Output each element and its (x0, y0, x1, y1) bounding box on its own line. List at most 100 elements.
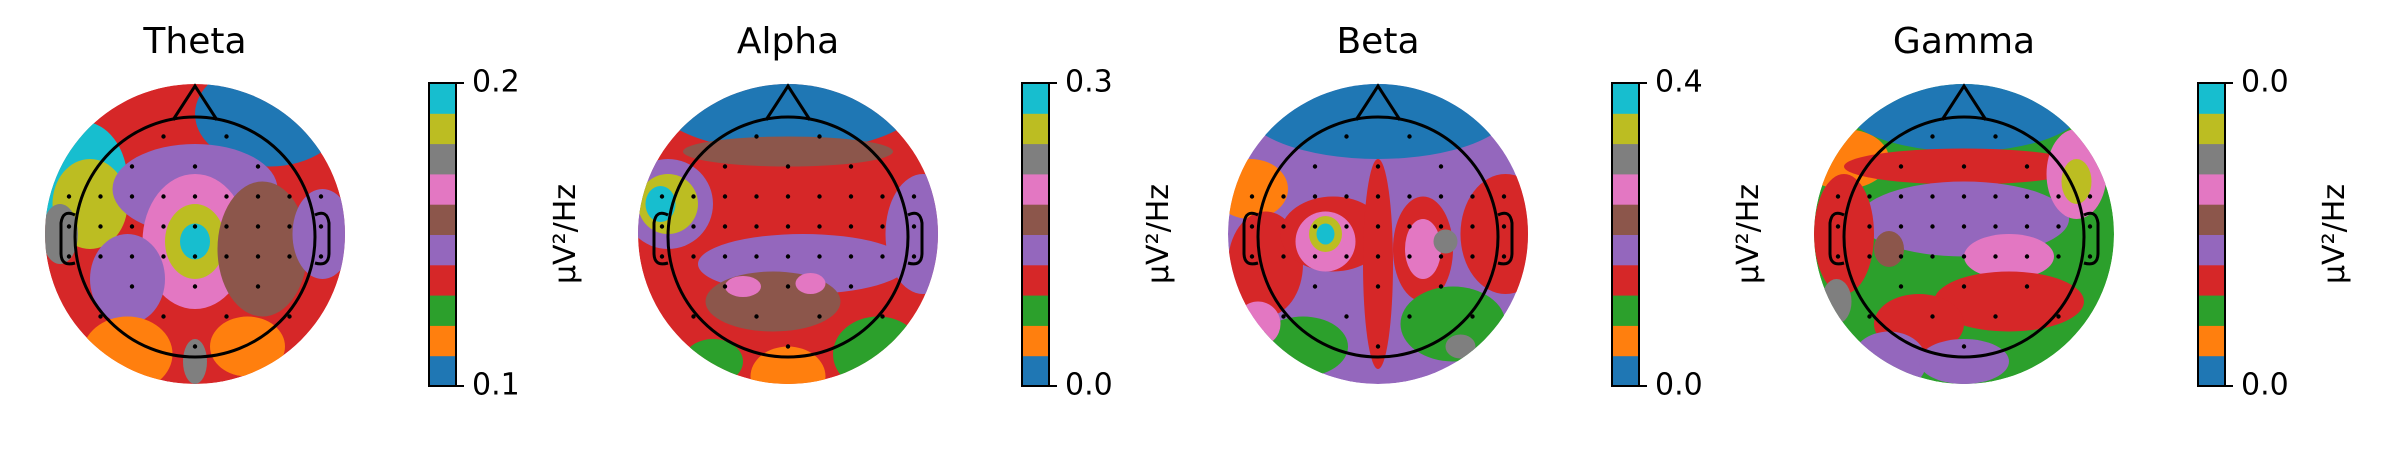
sensor (691, 194, 696, 199)
colorbar-level (1022, 173, 1049, 205)
sensor (1281, 254, 1286, 259)
sensor (192, 344, 198, 349)
sensor (1407, 314, 1412, 319)
sensor (754, 224, 759, 229)
sensor (1470, 314, 1475, 319)
contour-fill (1821, 279, 1852, 324)
colorbar-level (2198, 143, 2225, 175)
colorbar-level (1612, 295, 1639, 326)
ear (907, 211, 924, 266)
panel-title: Theta (142, 21, 246, 62)
sensor (2024, 284, 2030, 289)
sensor (1438, 194, 1444, 199)
colorbar-level (1022, 113, 1049, 145)
ear (1242, 211, 1259, 266)
sensor (1438, 254, 1444, 259)
colorbar-level (1612, 113, 1639, 145)
colorbar-level (2198, 295, 2225, 326)
colorbar-level (1612, 83, 1639, 114)
contour-fill (795, 273, 826, 294)
colorbar-label: µV²/Hz (1731, 184, 1766, 284)
colorbar-level (429, 204, 456, 235)
colorbar-label: µV²/Hz (548, 184, 583, 284)
contour-fill (1363, 159, 1393, 369)
sensor (66, 254, 72, 259)
contour-fill (1844, 84, 2084, 152)
sensor (161, 194, 166, 199)
sensor (659, 194, 665, 199)
sensor (192, 254, 198, 259)
sensor (1438, 284, 1444, 289)
sensor (785, 254, 791, 259)
contour-fill (82, 316, 173, 384)
sensor (1470, 194, 1475, 199)
colorbar-level (2198, 234, 2225, 266)
sensor (1375, 254, 1381, 259)
sensor (1993, 224, 1998, 229)
sensor (1898, 194, 1904, 199)
sensor (98, 224, 103, 229)
colorbar-frame (1611, 82, 1640, 387)
sensor (785, 224, 791, 229)
sensor (722, 164, 728, 169)
colorbar-label: µV²/Hz (1141, 184, 1176, 284)
topomap (638, 84, 938, 384)
head-outline (1256, 115, 1500, 359)
sensor (848, 224, 854, 229)
sensor (224, 224, 229, 229)
ear (1497, 211, 1514, 266)
sensor (1312, 254, 1318, 259)
contour-fill (292, 189, 345, 279)
sensor (1898, 224, 1904, 229)
colorbar-level (1612, 204, 1639, 235)
sensor (2056, 194, 2061, 199)
sensor (911, 224, 917, 229)
sensor (129, 284, 135, 289)
colorbar-frame (1021, 82, 1050, 387)
sensor (1835, 194, 1841, 199)
topomap (45, 84, 345, 384)
sensor (129, 164, 135, 169)
sensor (98, 194, 103, 199)
sensor (754, 134, 759, 139)
topomap-panel: Beta 0.0 0.4 µV²/Hz (1228, 21, 1766, 403)
colorbar-level (1022, 143, 1049, 175)
sensor (785, 194, 791, 199)
sensor (1470, 224, 1475, 229)
nose (764, 83, 812, 121)
sensor (224, 194, 229, 199)
colorbar-frame (428, 82, 457, 387)
sensor (1501, 194, 1507, 199)
colorbar-level (429, 234, 456, 266)
sensor (1835, 224, 1841, 229)
sensor (1993, 134, 1998, 139)
sensor (255, 164, 261, 169)
sensor (691, 314, 696, 319)
ear (2083, 211, 2100, 266)
sensor (255, 284, 261, 289)
sensor (1344, 194, 1349, 199)
sensor (1281, 224, 1286, 229)
sensor (287, 194, 292, 199)
contour-fill (217, 181, 308, 317)
panel-title: Beta (1336, 21, 1419, 62)
sensor (318, 224, 324, 229)
sensor (161, 224, 166, 229)
colorbar-level (2198, 264, 2225, 296)
contour-fill (180, 223, 210, 260)
sensor (287, 254, 292, 259)
sensor (785, 284, 791, 289)
sensor (1407, 254, 1412, 259)
sensor (1930, 224, 1935, 229)
colorbar-tick-label: 0.0 (2241, 65, 2289, 100)
sensor (129, 194, 135, 199)
sensor (1961, 254, 1967, 259)
sensor (722, 194, 728, 199)
colorbar-level (429, 113, 456, 145)
sensor (1375, 194, 1381, 199)
sensor (1438, 224, 1444, 229)
sensor (691, 224, 696, 229)
sensor (1961, 344, 1967, 349)
sensor (848, 254, 854, 259)
colorbar-level (1022, 204, 1049, 235)
